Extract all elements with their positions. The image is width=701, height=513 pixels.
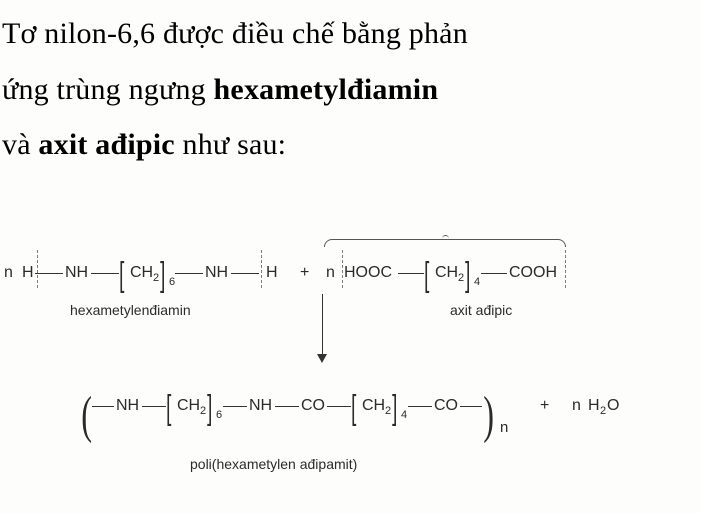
P-CH2b-sub: 2: [385, 405, 391, 417]
plus2: +: [540, 397, 549, 415]
A-NH2: NH: [205, 264, 228, 282]
cutA1: [37, 250, 38, 288]
bondB2: [481, 273, 507, 274]
P-subn: n: [500, 419, 508, 436]
A-CH: CH: [130, 264, 153, 282]
bondP5: [408, 406, 432, 407]
bondP6: [460, 406, 482, 407]
line1: Tơ nilon-6,6 được điều chế bằng phản: [2, 17, 468, 50]
line3-bold: axit ađipic: [38, 128, 174, 161]
bondP3: [275, 406, 299, 407]
byprod-coef: n: [572, 397, 581, 415]
P-CH2b: CH: [362, 397, 385, 415]
braceB: [324, 239, 566, 247]
B-CH: CH: [435, 264, 458, 282]
P-CH2a-n: 6: [216, 409, 222, 421]
A-H: H: [22, 264, 34, 282]
B-COOH: COOH: [509, 264, 557, 282]
labelP: poli(hexametylen ađipamit): [190, 456, 357, 472]
A-CH-sub: 2: [153, 272, 159, 284]
bondP1: [142, 406, 166, 407]
parenR: ): [483, 386, 494, 445]
coefA: n: [4, 264, 13, 282]
P-CH2a-sub: 2: [200, 405, 206, 417]
B-CH-sub: 2: [458, 272, 464, 284]
line3-pre: và: [2, 128, 38, 161]
description-text: Tơ nilon-6,6 được điều chế bằng phản ứng…: [0, 0, 701, 173]
cutB1: [342, 250, 343, 288]
arrowhead-icon: [317, 354, 327, 363]
bondA2: [91, 273, 119, 274]
bondA1: [35, 273, 63, 274]
cutA2: [261, 250, 262, 288]
P-CO2: CO: [434, 397, 458, 415]
A-CHn: 6: [169, 276, 175, 288]
bondA3: [175, 273, 203, 274]
plus1: +: [300, 264, 309, 282]
A-NH1: NH: [65, 264, 88, 282]
P-CH2b-n: 4: [401, 409, 407, 421]
P-NH1: NH: [116, 397, 139, 415]
B-HOOC: HOOC: [344, 264, 392, 282]
byprod-H: H: [588, 397, 600, 415]
reaction-diagram: n H NH [ CH 2 ] 6 NH H hexametylenđiamin…: [0, 234, 701, 513]
byprod-sub: 2: [600, 405, 606, 417]
A-H2: H: [266, 264, 278, 282]
bondP2: [223, 406, 247, 407]
arrow: [322, 294, 323, 356]
cutB2: [565, 250, 566, 288]
B-CHn: 4: [474, 276, 480, 288]
coefB: n: [326, 264, 335, 282]
bondB1: [398, 273, 424, 274]
bondP0: [92, 406, 114, 407]
labelB: axit ađipic: [450, 302, 512, 318]
line2-bold: hexametylđiamin: [214, 73, 439, 106]
P-CO1: CO: [301, 397, 325, 415]
bondA4: [231, 273, 259, 274]
line3-post: như sau:: [175, 128, 286, 161]
byprod-O: O: [607, 397, 619, 415]
line2-pre: ứng trùng ngưng: [2, 73, 214, 106]
bondP4: [327, 406, 351, 407]
labelA: hexametylenđiamin: [70, 302, 191, 318]
P-NH2: NH: [249, 397, 272, 415]
parenL: (: [81, 386, 92, 445]
P-CH2a: CH: [177, 397, 200, 415]
